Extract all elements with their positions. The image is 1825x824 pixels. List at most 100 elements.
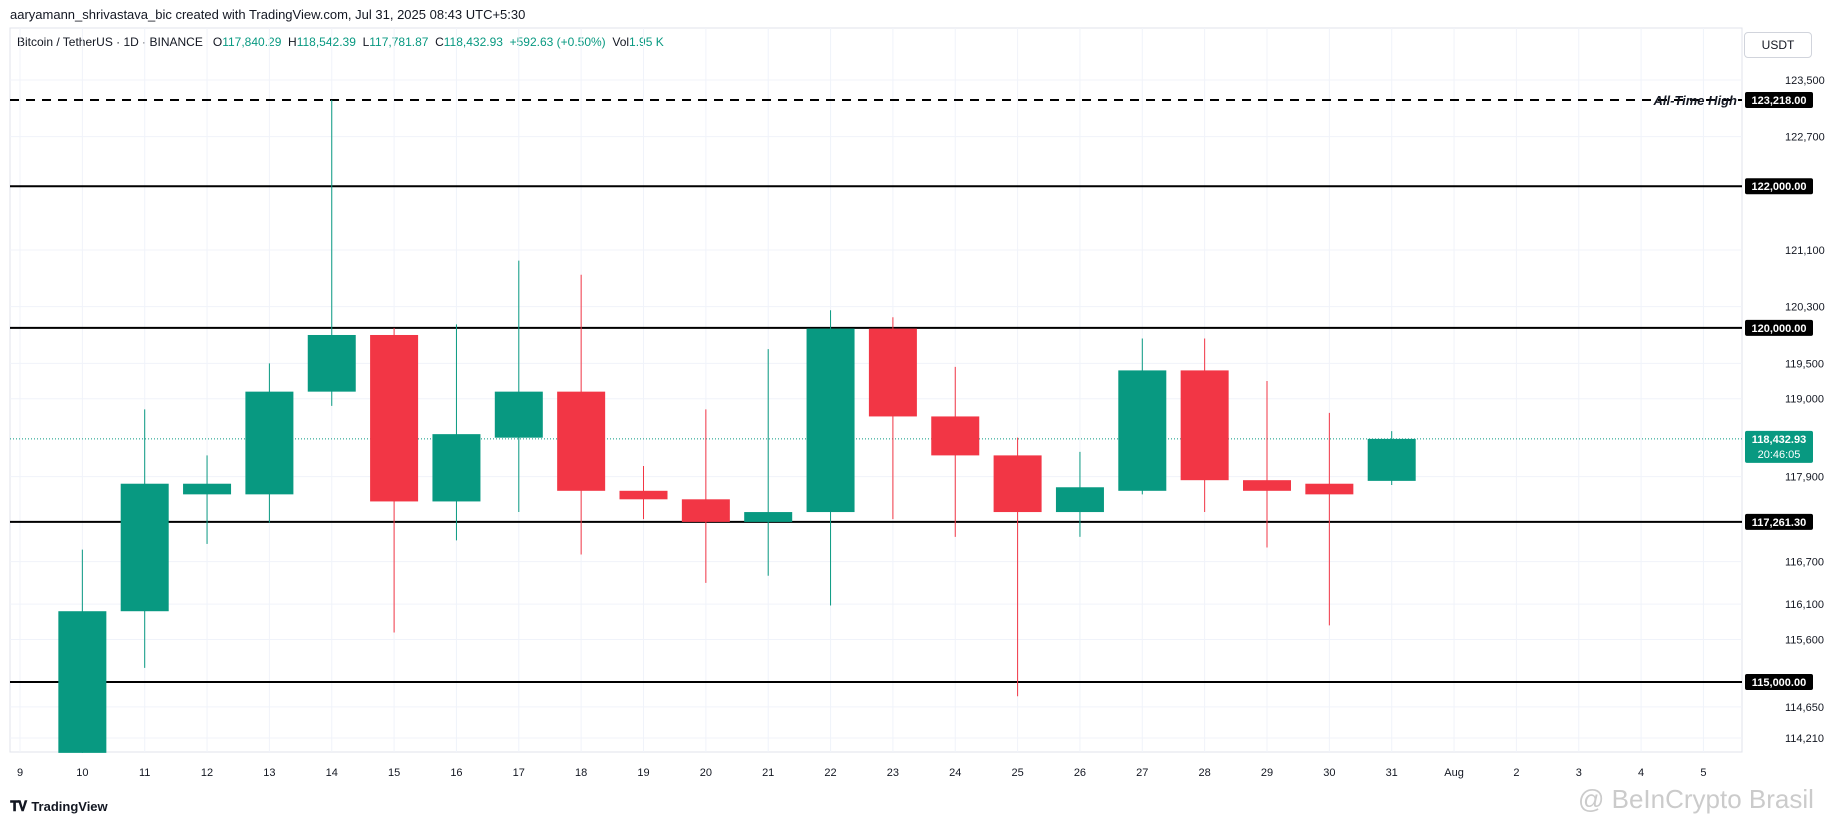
x-tick-label: 10	[76, 767, 88, 779]
candle-body	[1055, 487, 1104, 513]
bar-countdown-label: 20:46:05	[1758, 449, 1801, 461]
y-tick-label: 119,500.00	[1785, 358, 1825, 370]
x-tick-label: 31	[1386, 767, 1398, 779]
x-tick-label: 26	[1074, 767, 1086, 779]
candle-body	[868, 328, 917, 417]
x-tick-label: 3	[1576, 767, 1582, 779]
y-tick-label: 114,650.00	[1785, 702, 1825, 714]
y-tick-label: 116,100.00	[1785, 599, 1825, 611]
candle-body	[58, 611, 107, 753]
y-tick-label: 122,700.00	[1785, 132, 1825, 144]
symbol-legend: Bitcoin / TetherUS · 1D · BINANCE O117,8…	[17, 35, 664, 49]
time-axis[interactable]: 9 10 11 12 13 14 15 16 17 18 19 20 21 22 23 24 25 26 27 28 2…	[17, 767, 1707, 779]
close-value: 118,432.93	[443, 35, 503, 49]
x-tick-label: 24	[949, 767, 961, 779]
x-tick-label: 27	[1136, 767, 1148, 779]
x-tick-label: 22	[824, 767, 836, 779]
y-tick-label: 120,300.00	[1785, 302, 1825, 314]
currency-button[interactable]: USDT	[1744, 32, 1812, 58]
candle-body	[1243, 480, 1291, 491]
x-tick-label: 13	[263, 767, 275, 779]
x-tick-label: 5	[1700, 767, 1706, 779]
watermark: @ BeInCrypto Brasil	[1578, 784, 1814, 814]
x-tick-label: 12	[201, 767, 213, 779]
all-time-high-label: All-Time High	[1652, 93, 1737, 108]
candle-body	[931, 416, 980, 456]
candle-body	[1180, 370, 1229, 481]
high-label: H	[288, 35, 297, 49]
tradingview-logo-icon: 𝐓𝐕	[10, 798, 27, 814]
x-tick-label: 20	[700, 767, 712, 779]
x-tick-label: 30	[1323, 767, 1335, 779]
x-tick-label: 11	[139, 767, 150, 779]
candle-body	[494, 391, 543, 438]
x-tick-label: 29	[1261, 767, 1273, 779]
candle-body	[1367, 438, 1416, 481]
chart-credit: aaryamann_shrivastava_bic created with T…	[10, 7, 526, 22]
y-tick-label: 119,000.00	[1785, 394, 1825, 406]
level-price-label: 120,000.00	[1751, 323, 1806, 335]
horizontal-levels	[10, 98, 1742, 684]
candle-body	[120, 483, 169, 612]
x-tick-label: 4	[1638, 767, 1644, 779]
y-tick-label: 121,100.00	[1785, 245, 1825, 257]
price-axis[interactable]: 123,500.00 122,700.00 121,100.00 120,300.00…	[1785, 75, 1825, 745]
y-tick-label: 123,500.00	[1785, 75, 1825, 87]
candle-body	[183, 483, 232, 495]
candle-body	[1118, 370, 1167, 491]
x-tick-label: 25	[1011, 767, 1023, 779]
candle-body	[619, 490, 668, 500]
y-tick-label: 117,900.00	[1785, 472, 1825, 484]
candle-body	[245, 391, 294, 495]
low-label: L	[362, 35, 370, 49]
candle-body	[1305, 483, 1354, 495]
volume-value: 1.95 K	[629, 35, 664, 49]
level-price-label: 117,261.30	[1752, 517, 1806, 529]
tradingview-logo[interactable]: 𝐓𝐕 TradingView	[10, 798, 108, 815]
candle-body	[806, 328, 855, 513]
open-label: O	[212, 35, 223, 49]
x-tick-label: 28	[1199, 767, 1211, 779]
x-tick-label: 18	[575, 767, 587, 779]
x-tick-label: 14	[326, 767, 338, 779]
level-price-tag	[1745, 91, 1813, 108]
x-tick-label: 17	[513, 767, 525, 779]
y-tick-label: 115,600.00	[1785, 635, 1825, 647]
x-tick-label: Aug	[1444, 767, 1464, 779]
x-tick-label: 9	[17, 767, 23, 779]
low-value: 117,781.87	[369, 35, 429, 49]
volume-label: Vol	[612, 35, 630, 49]
level-price-label: 123,218.00	[1751, 95, 1806, 107]
candle-body	[557, 391, 606, 491]
high-value: 118,542.39	[296, 35, 356, 49]
candle-body	[744, 512, 793, 522]
candle-body	[370, 334, 419, 502]
last-price-label: 118,432.93	[1752, 434, 1806, 446]
level-price-tag	[1745, 178, 1813, 195]
plot-frame	[9, 27, 1743, 753]
level-price-label: 115,000.00	[1752, 677, 1806, 689]
candle-body	[307, 334, 356, 392]
candles	[58, 99, 1416, 753]
y-tick-label: 116,700.00	[1785, 557, 1825, 569]
x-tick-label: 15	[388, 767, 400, 779]
x-tick-label: 16	[450, 767, 462, 779]
change-value: +592.63 (+0.50%)	[509, 35, 606, 49]
last-price-tag	[1745, 430, 1813, 463]
level-price-tag	[1745, 319, 1813, 336]
x-tick-label: 19	[637, 767, 649, 779]
candle-body	[432, 434, 481, 502]
x-tick-label: 2	[1513, 767, 1519, 779]
candle-body	[681, 499, 730, 522]
axis-labels: 123,218.00 All-Time High 122,000.00 120,000…	[1652, 91, 1813, 691]
candle-body	[993, 455, 1042, 513]
symbol-name[interactable]: Bitcoin / TetherUS · 1D · BINANCE	[17, 35, 203, 49]
grid	[9, 27, 1743, 753]
level-price-label: 122,000.00	[1751, 181, 1806, 193]
x-tick-label: 21	[762, 767, 774, 779]
close-label: C	[435, 35, 444, 49]
y-tick-label: 114,210.00	[1785, 733, 1825, 745]
tradingview-logo-text: TradingView	[31, 799, 108, 814]
level-price-tag	[1745, 513, 1813, 530]
